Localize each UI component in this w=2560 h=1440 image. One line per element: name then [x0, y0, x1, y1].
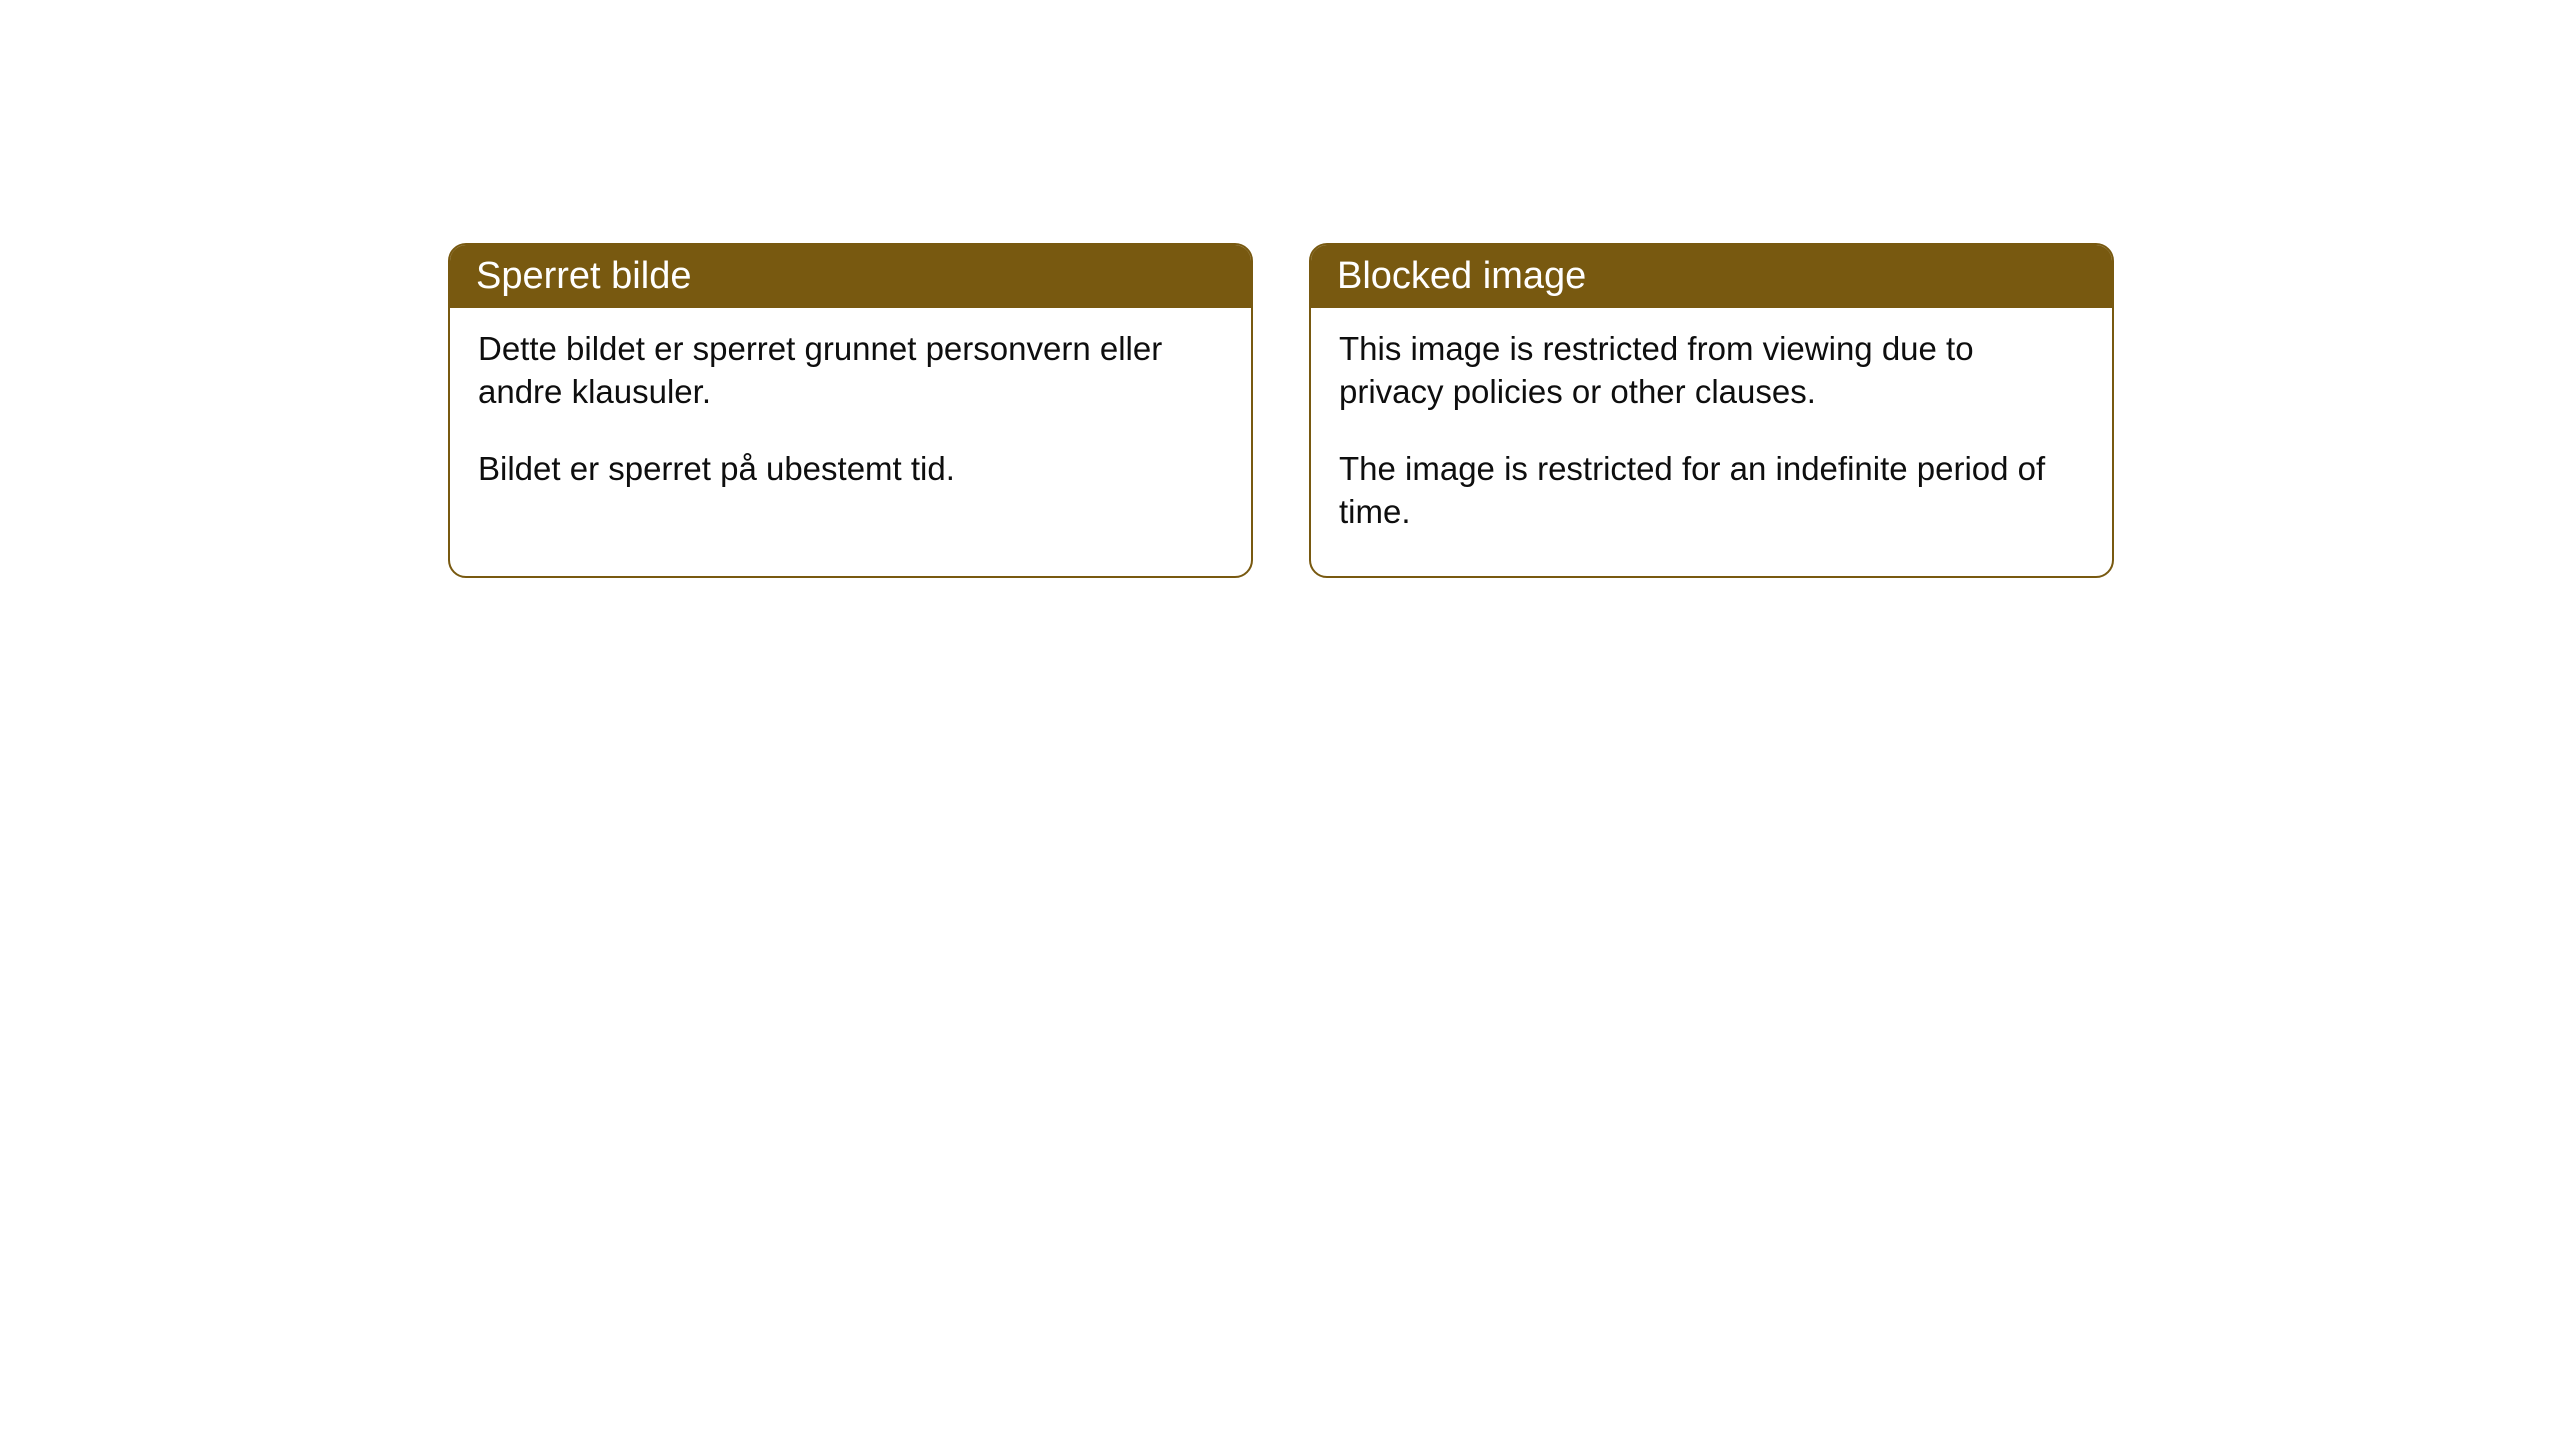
notice-card-english: Blocked image This image is restricted f… — [1309, 243, 2114, 578]
card-paragraph: Dette bildet er sperret grunnet personve… — [478, 328, 1223, 414]
notice-card-norwegian: Sperret bilde Dette bildet er sperret gr… — [448, 243, 1253, 578]
card-header: Blocked image — [1311, 245, 2112, 308]
card-title: Blocked image — [1337, 255, 1586, 297]
card-header: Sperret bilde — [450, 245, 1251, 308]
card-body: Dette bildet er sperret grunnet personve… — [450, 308, 1251, 533]
notice-container: Sperret bilde Dette bildet er sperret gr… — [448, 243, 2114, 578]
card-title: Sperret bilde — [476, 255, 691, 297]
card-paragraph: This image is restricted from viewing du… — [1339, 328, 2084, 414]
card-body: This image is restricted from viewing du… — [1311, 308, 2112, 576]
card-paragraph: Bildet er sperret på ubestemt tid. — [478, 448, 1223, 491]
card-paragraph: The image is restricted for an indefinit… — [1339, 448, 2084, 534]
